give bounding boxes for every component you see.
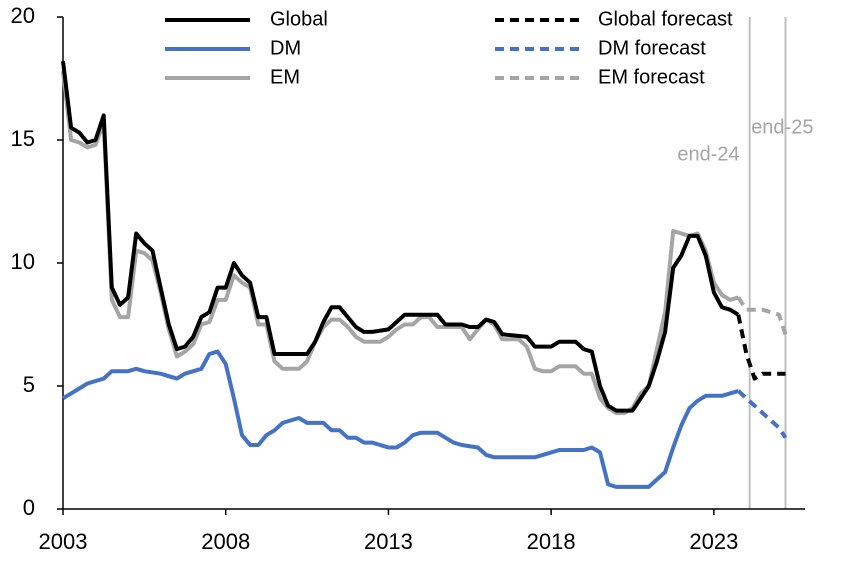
legend-label: DM (270, 37, 301, 59)
x-tick-label: 2018 (527, 529, 576, 554)
x-tick-label: 2008 (201, 529, 250, 554)
y-tick-label: 0 (23, 495, 35, 520)
legend-label: Global (270, 8, 328, 30)
x-tick-label: 2023 (689, 529, 738, 554)
legend-label: EM (270, 66, 300, 88)
legend-label: Global forecast (598, 8, 733, 30)
y-tick-label: 10 (11, 249, 35, 274)
series-line (61, 70, 739, 416)
series-line (736, 314, 786, 381)
y-tick-label: 20 (11, 3, 35, 28)
legend-label: DM forecast (598, 37, 706, 59)
x-tick-label: 2003 (39, 529, 88, 554)
series-line (736, 389, 788, 439)
annotation-label: end-25 (751, 116, 813, 138)
series-line (736, 296, 788, 335)
y-tick-label: 15 (11, 126, 35, 151)
y-tick-label: 5 (23, 372, 35, 397)
legend-label: EM forecast (598, 66, 705, 88)
x-tick-label: 2013 (364, 529, 413, 554)
annotation-label: end-24 (677, 143, 739, 165)
series-line (61, 61, 740, 413)
series-line (61, 349, 739, 489)
